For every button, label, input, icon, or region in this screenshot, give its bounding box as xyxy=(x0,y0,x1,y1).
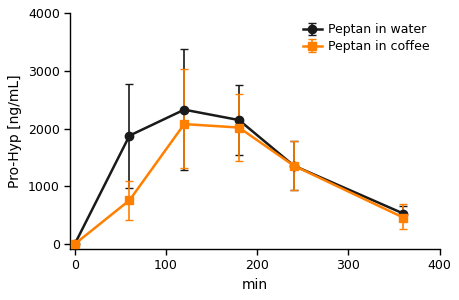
Y-axis label: Pro-Hyp [ng/mL]: Pro-Hyp [ng/mL] xyxy=(8,74,22,188)
Legend: Peptan in water, Peptan in coffee: Peptan in water, Peptan in coffee xyxy=(299,20,432,57)
X-axis label: min: min xyxy=(241,278,268,292)
